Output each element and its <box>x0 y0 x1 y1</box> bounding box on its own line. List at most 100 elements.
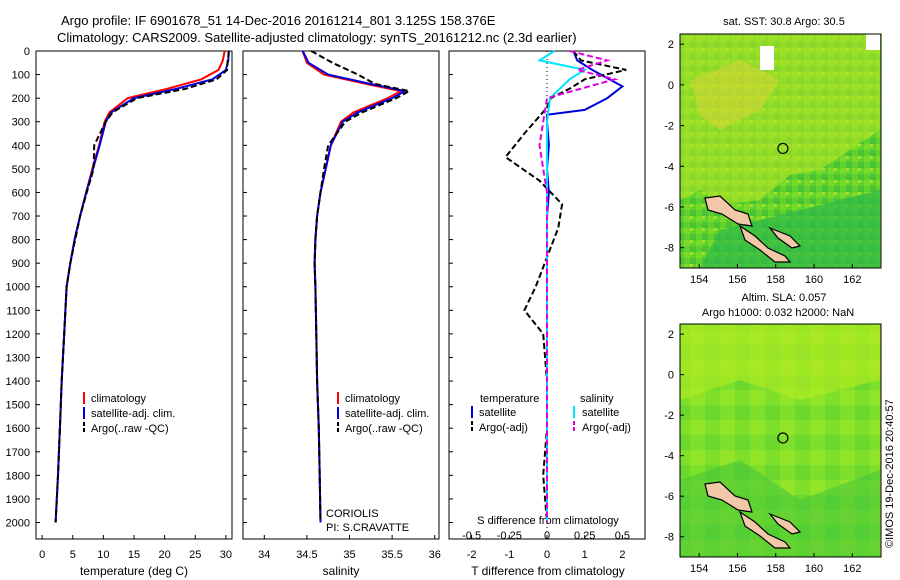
legend-label-temp-satellite: satellite <box>479 407 516 419</box>
x-tick-label: 0 <box>544 549 550 561</box>
series-line-satellite-adj-clim <box>54 50 230 523</box>
legend-label-argo: Argo(..raw -QC) <box>91 423 169 435</box>
sla-low-region <box>680 460 880 557</box>
depth-tick-label: 0 <box>24 46 30 58</box>
x-tick-label: -1 <box>504 549 514 561</box>
series-line-argo-raw-qc <box>54 50 230 523</box>
data-center-label: CORIOLIS <box>326 508 379 520</box>
legend-label-sal-argo: Argo(-adj) <box>582 422 631 434</box>
series-line-climatology <box>301 50 404 523</box>
x-tick-label: -2 <box>467 549 477 561</box>
depth-tick-label: 1400 <box>6 376 30 388</box>
sst-gap <box>760 46 774 70</box>
depth-axis: 0 100 200 300 400 500 600 700 800 900 1000 1100 1200… <box>6 46 453 529</box>
series-line-salinity-argo-adj <box>538 50 619 523</box>
temperature-legend: climatology satellite-adj. clim. Argo(..… <box>83 392 175 435</box>
sla-land <box>704 481 753 513</box>
x-tick-label: 34 <box>258 549 270 561</box>
sla-high-region <box>680 324 880 400</box>
x-tick-label: 15 <box>128 549 140 561</box>
map-lon-label: 154 <box>690 274 708 286</box>
legend-title-temperature: temperature <box>480 393 539 405</box>
series-line-climatology <box>54 50 226 523</box>
s-tick-label: -0.5 <box>462 530 481 542</box>
x-tick-label: 35.5 <box>381 549 402 561</box>
map-lat-label: 0 <box>668 370 674 382</box>
salinity-x-axis: 34 34.5 35 35.5 36 <box>258 535 441 561</box>
legend-label-satellite: satellite-adj. clim. <box>345 408 429 420</box>
map-lat-label: -4 <box>664 161 674 173</box>
map-lon-label: 160 <box>805 563 823 575</box>
map-lat-label: -8 <box>664 243 674 255</box>
temperature-profile-lines <box>54 50 230 523</box>
sla-argo-location-marker <box>777 432 789 444</box>
sst-map-axes: 154 156 158 160 162 2 0 -2 -4 -6 -8 <box>664 39 861 286</box>
sst-argo-location-marker <box>777 142 789 155</box>
legend-label-argo: Argo(..raw -QC) <box>345 423 423 435</box>
credit-text: ©IMOS 19-Dec-2016 20:40:57 <box>884 399 896 548</box>
temperature-x-label: temperature (deg C) <box>80 564 188 578</box>
salinity-x-label: salinity <box>323 564 360 578</box>
legend-label-temp-argo: Argo(-adj) <box>479 422 528 434</box>
x-tick-label: 5 <box>70 549 76 561</box>
map-lat-label: -2 <box>664 121 674 133</box>
sla-map-frame <box>679 323 882 558</box>
salinity-panel-frame <box>242 50 440 540</box>
s-tick-label: 0.25 <box>574 530 595 542</box>
legend-title-salinity: salinity <box>580 393 614 405</box>
sst-map <box>680 34 881 268</box>
difference-legend: temperature salinity satellite Argo(-adj… <box>471 393 631 434</box>
depth-tick-label: 1700 <box>6 447 30 459</box>
depth-tick-label: 800 <box>12 235 30 247</box>
difference-profile-lines <box>504 50 627 523</box>
sst-map-frame <box>679 33 882 269</box>
sst-land <box>704 195 753 227</box>
x-tick-label: 2 <box>619 549 625 561</box>
x-tick-label: 0 <box>39 549 45 561</box>
pi-label: PI: S.CRAVATTE <box>326 522 409 534</box>
map-lat-label: 0 <box>668 80 674 92</box>
sla-map-axes: 154 156 158 160 162 2 0 -2 -4 -6 -8 <box>664 329 861 575</box>
x-tick-label: 35 <box>343 549 355 561</box>
depth-tick-label: 700 <box>12 211 30 223</box>
t-difference-label: T difference from climatology <box>471 564 625 578</box>
sst-cool-region <box>700 190 880 268</box>
s-tick-label: -0.25 <box>497 530 522 542</box>
depth-tick-label: 1100 <box>6 305 30 317</box>
s-difference-label: S difference from climatology <box>477 515 619 527</box>
x-tick-label: 34.5 <box>296 549 317 561</box>
map-lon-label: 160 <box>805 274 823 286</box>
map-lon-label: 154 <box>690 563 708 575</box>
series-line-temperature-satellite <box>545 50 625 523</box>
legend-label-sal-satellite: satellite <box>582 407 619 419</box>
depth-tick-label: 600 <box>12 187 30 199</box>
legend-label-satellite: satellite-adj. clim. <box>91 408 175 420</box>
map-lon-label: 158 <box>767 274 785 286</box>
sst-warm-region <box>680 34 880 205</box>
s-tick-label: 0 <box>544 530 550 542</box>
map-lat-label: -2 <box>664 410 674 422</box>
map-lon-label: 162 <box>843 563 861 575</box>
legend-label-climatology: climatology <box>91 393 147 405</box>
map-lat-label: 2 <box>668 329 674 341</box>
temperature-x-axis: 0 5 10 15 20 25 30 <box>39 535 232 561</box>
depth-tick-label: 500 <box>12 164 30 176</box>
s-tick-label: 0.5 <box>615 530 630 542</box>
depth-tick-label: 100 <box>12 70 30 82</box>
map-lon-label: 156 <box>728 274 746 286</box>
salinity-profile-lines <box>301 50 413 523</box>
sst-warm-core <box>690 60 780 130</box>
x-tick-label: 36 <box>429 549 441 561</box>
series-line-argo-raw-qc <box>310 50 413 523</box>
depth-tick-label: 1200 <box>6 329 30 341</box>
depth-tick-label: 1900 <box>6 494 30 506</box>
map-lon-label: 156 <box>728 563 746 575</box>
series-line-temperature-argo-adj <box>504 50 627 523</box>
salinity-legend: climatology satellite-adj. clim. Argo(..… <box>337 392 429 435</box>
map-lat-label: -6 <box>664 491 674 503</box>
map-lat-label: -4 <box>664 451 674 463</box>
depth-tick-label: 400 <box>12 140 30 152</box>
depth-tick-label: 2000 <box>6 517 30 529</box>
header-title-line2: Climatology: CARS2009. Satellite-adjuste… <box>57 30 577 45</box>
x-tick-label: 1 <box>582 549 588 561</box>
